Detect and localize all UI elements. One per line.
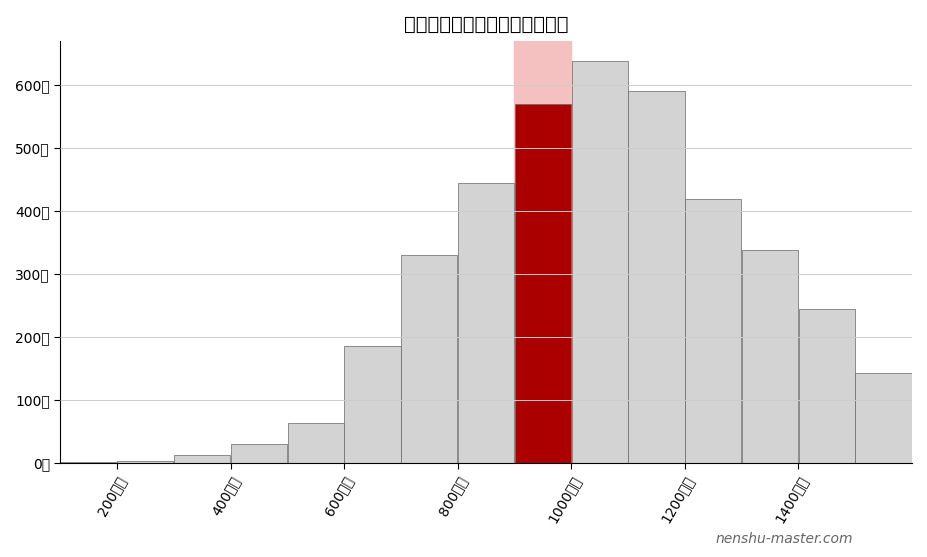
Bar [514,41,571,463]
Bar [401,255,457,463]
Bar [117,461,173,463]
Bar [572,61,628,463]
Text: nenshu-master.com: nenshu-master.com [716,532,853,546]
Bar [287,423,344,463]
Bar [685,198,742,463]
Bar [458,183,514,463]
Bar [742,250,798,463]
Bar [629,91,684,463]
Bar [856,373,912,463]
Bar [345,346,400,463]
Bar [912,395,927,463]
Bar [514,104,571,463]
Bar [174,455,230,463]
Title: 小野薬品工業の年収ポジション: 小野薬品工業の年収ポジション [404,15,568,34]
Bar [60,462,117,463]
Bar [799,309,855,463]
Bar [231,444,287,463]
